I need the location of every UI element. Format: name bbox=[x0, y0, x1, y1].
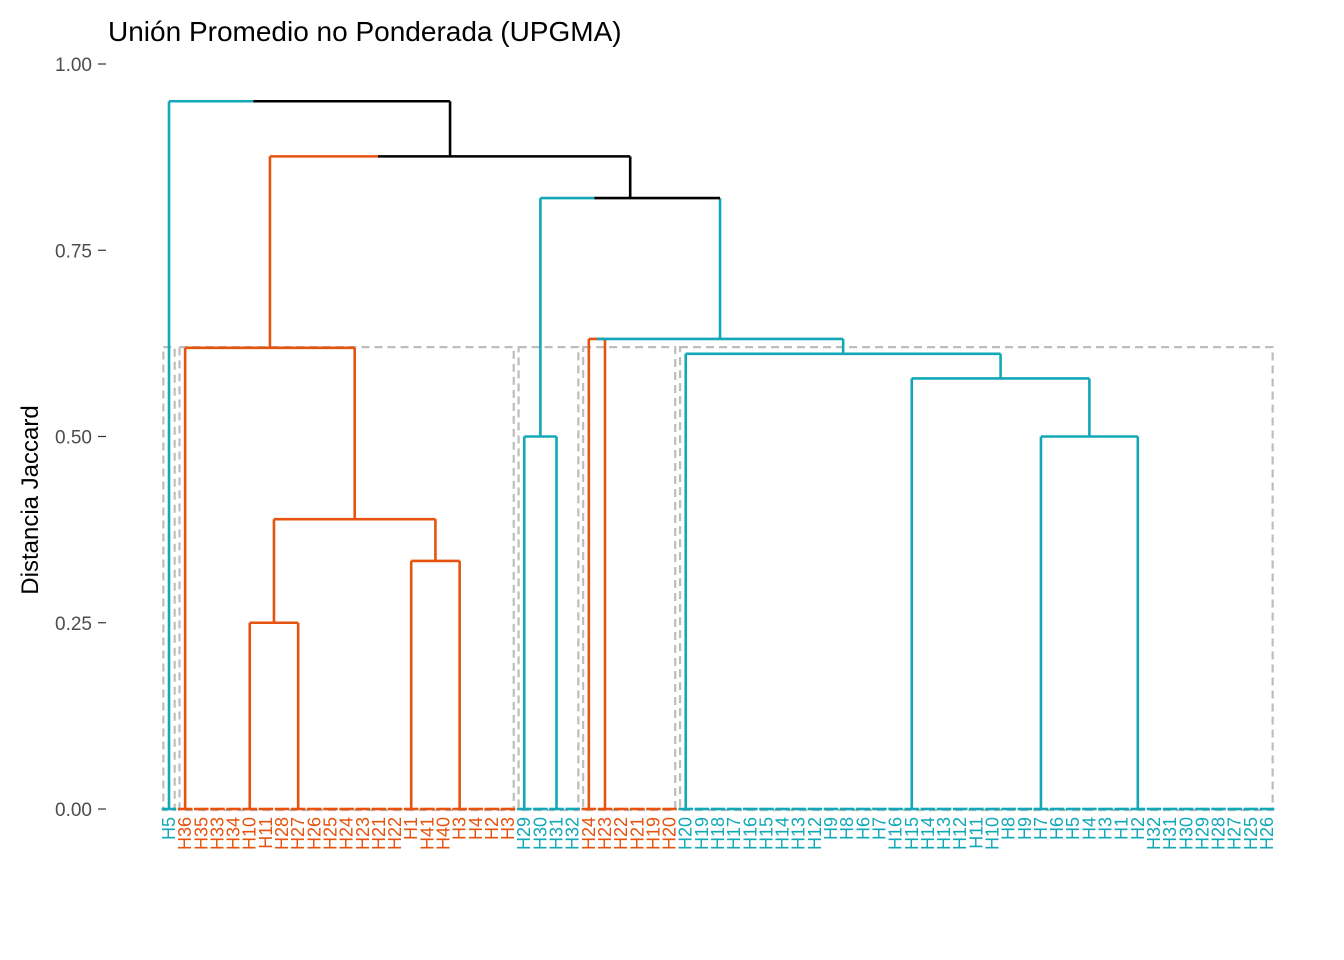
leaf-label: H31 bbox=[1160, 817, 1180, 850]
leaf-label: H12 bbox=[805, 817, 825, 850]
leaf-label: H33 bbox=[207, 817, 227, 850]
leaf-label: H9 bbox=[821, 817, 841, 840]
leaf-label: H27 bbox=[288, 817, 308, 850]
leaf-label: H6 bbox=[1047, 817, 1067, 840]
y-tick-label: 1.00 bbox=[55, 55, 92, 76]
leaf-label: H32 bbox=[1144, 817, 1164, 850]
leaf-label: H28 bbox=[1209, 817, 1229, 850]
leaf-label: H2 bbox=[482, 817, 502, 840]
leaf-label: H25 bbox=[320, 817, 340, 850]
leaf-label: H22 bbox=[385, 817, 405, 850]
leaf-label: H30 bbox=[530, 817, 550, 850]
leaf-label: H25 bbox=[1241, 817, 1261, 850]
y-axis: 0.00 0.25 0.50 0.75 1.00 bbox=[55, 55, 106, 821]
y-tick-label: 0.50 bbox=[55, 428, 92, 449]
leaf-label: H28 bbox=[272, 817, 292, 850]
leaf-label: H17 bbox=[724, 817, 744, 850]
dendrogram-branches bbox=[161, 99, 1275, 811]
leaf-label: H14 bbox=[918, 817, 938, 850]
cluster-box bbox=[517, 346, 580, 812]
leaf-label: H21 bbox=[627, 817, 647, 850]
y-tick-label: 0.00 bbox=[55, 800, 92, 821]
leaf-label: H31 bbox=[547, 817, 567, 850]
leaf-label: H26 bbox=[304, 817, 324, 850]
y-tick-label: 0.75 bbox=[55, 241, 92, 262]
leaf-label: H12 bbox=[950, 817, 970, 850]
leaf-label: H14 bbox=[773, 817, 793, 850]
leaf-label: H30 bbox=[1176, 817, 1196, 850]
leaf-label: H13 bbox=[789, 817, 809, 850]
leaf-label: H24 bbox=[579, 817, 599, 850]
leaf-label: H7 bbox=[869, 817, 889, 840]
leaf-label: H20 bbox=[660, 817, 680, 850]
leaf-label: H19 bbox=[692, 817, 712, 850]
leaf-label: H9 bbox=[1015, 817, 1035, 840]
leaf-label: H6 bbox=[853, 817, 873, 840]
leaf-label: H5 bbox=[159, 817, 179, 840]
cluster-boxes bbox=[162, 346, 1274, 812]
leaf-label: H41 bbox=[417, 817, 437, 850]
leaf-label: H4 bbox=[1079, 817, 1099, 840]
leaf-label: H27 bbox=[1225, 817, 1245, 850]
leaf-label: H1 bbox=[401, 817, 421, 840]
leaf-label: H11 bbox=[966, 817, 986, 849]
leaf-label: H32 bbox=[563, 817, 583, 850]
leaf-label: H22 bbox=[611, 817, 631, 850]
leaf-label: H20 bbox=[676, 817, 696, 850]
leaf-label: H23 bbox=[353, 817, 373, 850]
leaf-label: H26 bbox=[1257, 817, 1277, 850]
leaf-label: H3 bbox=[450, 817, 470, 840]
leaf-label: H23 bbox=[595, 817, 615, 850]
leaf-label: H11 bbox=[256, 817, 276, 849]
leaf-label: H24 bbox=[337, 817, 357, 850]
cluster-box bbox=[582, 346, 677, 812]
leaf-label: H35 bbox=[191, 817, 211, 850]
y-tick-label: 0.25 bbox=[55, 614, 92, 635]
leaf-label: H3 bbox=[1096, 817, 1116, 840]
leaf-label: H16 bbox=[740, 817, 760, 850]
chart-title: Unión Promedio no Ponderada (UPGMA) bbox=[108, 16, 622, 47]
leaf-label: H36 bbox=[175, 817, 195, 850]
leaf-label: H7 bbox=[1031, 817, 1051, 840]
leaf-label: H2 bbox=[1128, 817, 1148, 840]
leaf-label: H13 bbox=[934, 817, 954, 850]
leaf-label: H29 bbox=[1192, 817, 1212, 850]
leaf-label: H8 bbox=[837, 817, 857, 840]
leaf-labels: H5H36H35H33H34H10H11H28H27H26H25H24H23H2… bbox=[159, 817, 1277, 850]
leaf-label: H15 bbox=[902, 817, 922, 850]
leaf-label: H34 bbox=[224, 817, 244, 850]
leaf-label: H10 bbox=[983, 817, 1003, 850]
leaf-label: H8 bbox=[999, 817, 1019, 840]
leaf-label: H5 bbox=[1063, 817, 1083, 840]
y-axis-label: Distancia Jaccard bbox=[17, 405, 44, 594]
leaf-label: H21 bbox=[369, 817, 389, 850]
leaf-label: H19 bbox=[643, 817, 663, 850]
leaf-label: H15 bbox=[756, 817, 776, 850]
leaf-label: H3 bbox=[498, 817, 518, 840]
leaf-label: H10 bbox=[240, 817, 260, 850]
leaf-label: H40 bbox=[434, 817, 454, 850]
leaf-label: H29 bbox=[514, 817, 534, 850]
cluster-box bbox=[178, 346, 515, 812]
cluster-box bbox=[678, 346, 1274, 812]
leaf-label: H18 bbox=[708, 817, 728, 850]
leaf-label: H16 bbox=[886, 817, 906, 850]
leaf-label: H1 bbox=[1112, 817, 1132, 840]
leaf-label: H4 bbox=[466, 817, 486, 840]
